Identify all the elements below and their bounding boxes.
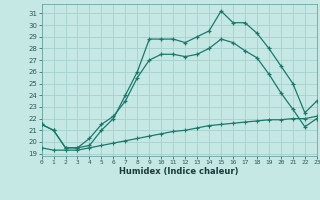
- X-axis label: Humidex (Indice chaleur): Humidex (Indice chaleur): [119, 167, 239, 176]
